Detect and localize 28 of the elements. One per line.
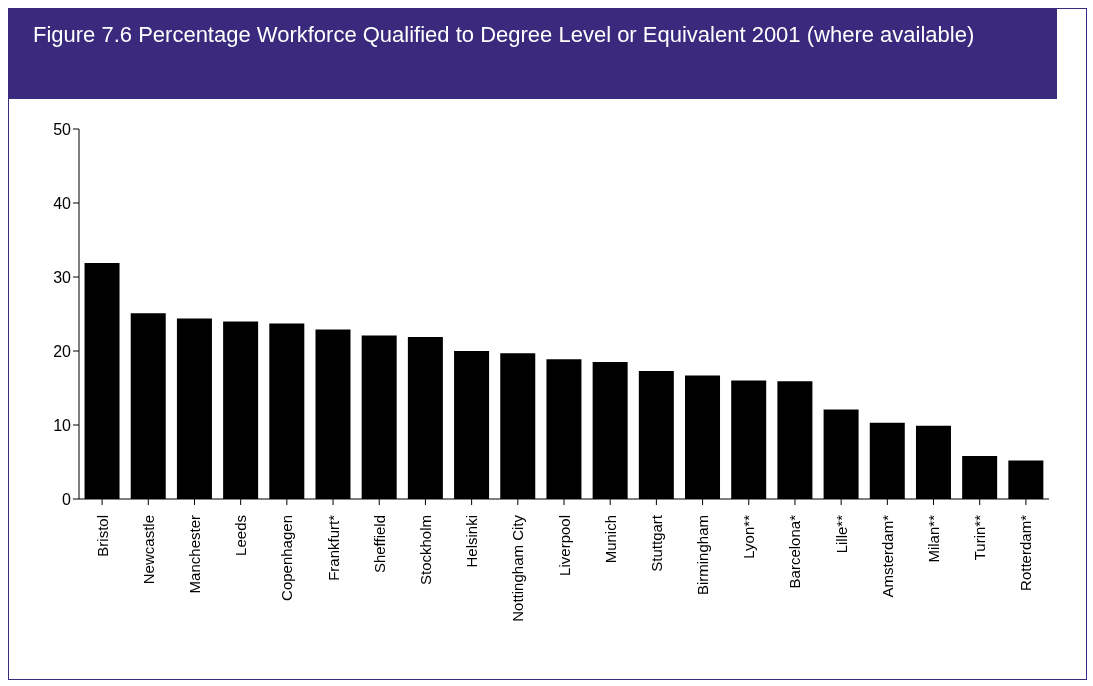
x-tick-label: Helsinki	[463, 515, 481, 568]
x-tick-label: Liverpool	[555, 515, 573, 576]
x-tick-label: Stuttgart	[647, 514, 665, 572]
x-tick-label: Stockholm	[416, 515, 434, 586]
y-tick-label: 20	[53, 342, 72, 360]
x-tick-label: Sheffield	[370, 515, 388, 574]
x-tick-label: Lille**	[832, 514, 850, 554]
x-tick-label: Bristol	[93, 515, 111, 557]
y-tick-label: 0	[62, 490, 72, 508]
x-tick-label: Turin**	[971, 514, 989, 561]
x-tick-label: Manchester	[185, 515, 203, 594]
y-tick-label: 40	[53, 194, 72, 212]
x-tick-label: Lyon**	[740, 514, 758, 559]
chart-title: Figure 7.6 Percentage Workforce Qualified to Degree Level or Equivalent 2001 (where available)	[9, 9, 1057, 99]
x-tick-label: Rotterdam*	[1017, 514, 1035, 591]
x-tick-label: Newcastle	[139, 515, 157, 585]
y-tick-label: 50	[53, 120, 72, 138]
x-tick-label: Munich	[601, 515, 619, 564]
x-tick-label: Milan**	[925, 514, 943, 563]
x-tick-label: Leeds	[232, 515, 250, 556]
x-tick-label: Copenhagen	[278, 515, 296, 601]
y-tick-label: 10	[53, 416, 72, 434]
x-tick-label: Nottingham City	[509, 514, 527, 622]
x-tick-label: Barcelona*	[786, 514, 804, 589]
x-tick-label: Amsterdam*	[878, 514, 896, 598]
y-tick-label: 30	[53, 268, 72, 286]
x-tick-label: Frankfurt*	[324, 514, 342, 581]
x-tick-label: Birmingham	[694, 515, 712, 596]
